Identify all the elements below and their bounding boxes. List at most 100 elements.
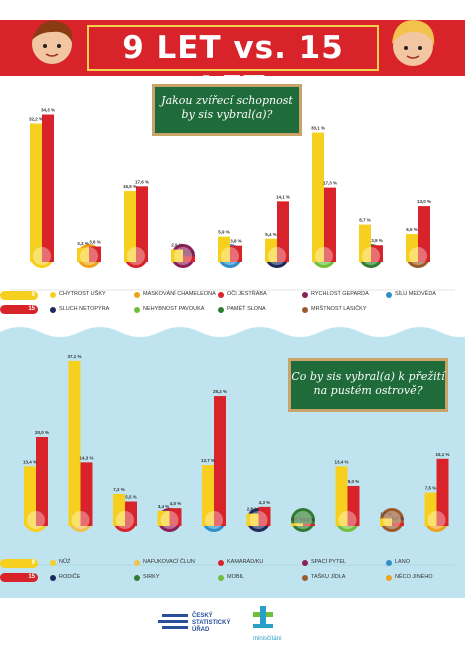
phone-icon — [249, 511, 268, 529]
age-9-badge: 9 — [0, 291, 38, 300]
legend-label: SPACÍ PYTEL — [311, 559, 347, 565]
bar-age9 — [218, 236, 230, 262]
legend-swatch — [386, 560, 392, 566]
legend-swatch — [134, 292, 140, 298]
bar-age9 — [406, 234, 418, 262]
parent-icon — [71, 511, 90, 529]
legend-label: PAMĚŤ SLONA — [227, 306, 266, 312]
legend-label: KAMARÁD/KU — [227, 559, 264, 565]
data-label-age9: 0,6 % — [291, 516, 303, 521]
suitcase-icon — [427, 511, 446, 529]
bar-age15 — [258, 506, 271, 526]
legend-swatch — [218, 575, 224, 581]
age-9-badge-2: 9 — [0, 559, 38, 568]
cheetah-icon — [315, 247, 333, 265]
legend-label: RYCHLOST GEPARDA — [311, 291, 369, 297]
bar-age9 — [312, 132, 324, 262]
matches-icon — [160, 511, 179, 529]
legend-label: MASKOVÁNÍ CHAMELEONA — [143, 291, 216, 297]
legend-label: NŮŽ — [59, 559, 71, 565]
rope-icon — [383, 511, 401, 529]
island-items-chart: 13,4 %20,0 %37,1 %14,3 %7,2 %5,5 %3,4 %4… — [23, 354, 450, 532]
legend-swatch — [386, 575, 392, 581]
data-label-age15: 9,0 % — [348, 479, 360, 484]
data-label-age15: 17,3 % — [323, 181, 337, 186]
legend-label: SIRKY — [143, 574, 160, 580]
csu-line-1: ČESKÝ — [192, 613, 213, 619]
data-label-age9: 5,4 % — [265, 232, 277, 237]
bat-icon — [80, 247, 98, 265]
data-label-age15: 5,5 % — [125, 495, 137, 500]
data-label-age15: 20,0 % — [35, 430, 49, 435]
bar-age9 — [202, 465, 214, 526]
legend-label: SÍLU MEDVĚDA — [395, 291, 436, 297]
data-label-age15: 14,3 % — [79, 455, 93, 460]
data-label-age15: 29,2 % — [213, 389, 227, 394]
bar-age15 — [347, 485, 360, 526]
bar-age9 — [157, 510, 170, 526]
data-label-age9: 7,2 % — [113, 487, 125, 492]
data-label-age9: 3,4 % — [158, 504, 170, 509]
bar-age9 — [335, 466, 348, 526]
data-label-age9: 16,5 % — [123, 184, 137, 189]
animal-abilities-chart: 32,2 %34,3 %3,3 % 3,6 %16,5 %17,6 %2,9 %1… — [29, 108, 431, 268]
data-label-age15: 3,9 % — [371, 238, 383, 243]
minisc-logo-text: minisčítání — [253, 636, 282, 642]
age-15-badge: 15 — [0, 305, 38, 314]
question-text-1: Jakou zvířecí schopnost by sis vybral(a)… — [161, 94, 293, 121]
bar-age15 — [303, 523, 315, 526]
data-label-age15: 4,0 % — [170, 501, 182, 506]
legend-label: MRŠTNOST LASIČKY — [311, 306, 367, 312]
data-label-age9: 32,2 % — [29, 117, 43, 122]
bar-age9 — [171, 249, 183, 262]
legend-swatch — [50, 575, 56, 581]
bear-icon — [409, 247, 427, 265]
data-label-age15: 0,5 % — [303, 517, 315, 522]
legend-swatch — [50, 560, 56, 566]
data-label-age9: 1,7 % — [380, 511, 392, 516]
data-label-age15: 3,8 % — [230, 239, 242, 244]
data-label-age15: 15,1 % — [435, 452, 449, 457]
data-label-age9: 37,1 % — [67, 354, 81, 359]
data-label-age9: 13,4 % — [334, 459, 348, 464]
bar-age15 — [136, 186, 148, 262]
bar-age15 — [42, 114, 54, 262]
data-label-age15: 3,6 % — [89, 240, 101, 245]
page-title: 9 LET vs. 15 LET — [122, 30, 344, 106]
fox-icon — [33, 247, 51, 265]
question-board-2: Co by sis vybral(a) k přežití na pustém … — [288, 358, 448, 412]
legend-swatch — [50, 307, 56, 313]
data-label-age15: 4,3 % — [259, 500, 271, 505]
data-label-age9: 7,5 % — [425, 486, 437, 491]
legend-swatch — [218, 560, 224, 566]
bar-age15 — [230, 245, 242, 262]
legend-label: OČI JESTŘÁBA — [227, 291, 267, 297]
boy-face-icon — [32, 20, 73, 64]
bar-age15 — [125, 501, 137, 526]
bar-age9 — [124, 191, 136, 262]
legend-label: NAFUKOVACÍ ČLUN — [143, 559, 195, 565]
legend-label: NEHYBNOST PAVOUKA — [143, 306, 205, 312]
hawk-icon — [221, 247, 239, 265]
data-label-age15: 0,7 % — [392, 516, 404, 521]
bar-age15 — [169, 508, 182, 526]
data-label-age9: 5,9 % — [218, 230, 230, 235]
friends-icon — [205, 511, 223, 529]
csu-line-2: STATISTICKÝ — [192, 620, 231, 626]
legend-label: LANO — [395, 559, 410, 565]
legend-label: CHYTROST UŠKY — [59, 291, 106, 297]
bar-age15 — [371, 245, 383, 262]
data-label-age9: 30,1 % — [311, 126, 325, 131]
bar-age15 — [89, 246, 101, 262]
age-15-badge-2: 15 — [0, 573, 38, 582]
bar-age15 — [183, 256, 195, 262]
sleeping-bag-icon — [294, 511, 312, 529]
elephant-icon — [268, 247, 286, 265]
legend-label: TAŠKU JÍDLA — [311, 574, 346, 580]
legend-swatch — [134, 307, 140, 313]
data-label-age15: 13,0 % — [417, 199, 431, 204]
data-label-age9: 13,7 % — [201, 458, 215, 463]
bar-age15 — [418, 206, 430, 262]
bar-age15 — [436, 458, 449, 526]
data-label-age9: 8,7 % — [359, 218, 371, 223]
